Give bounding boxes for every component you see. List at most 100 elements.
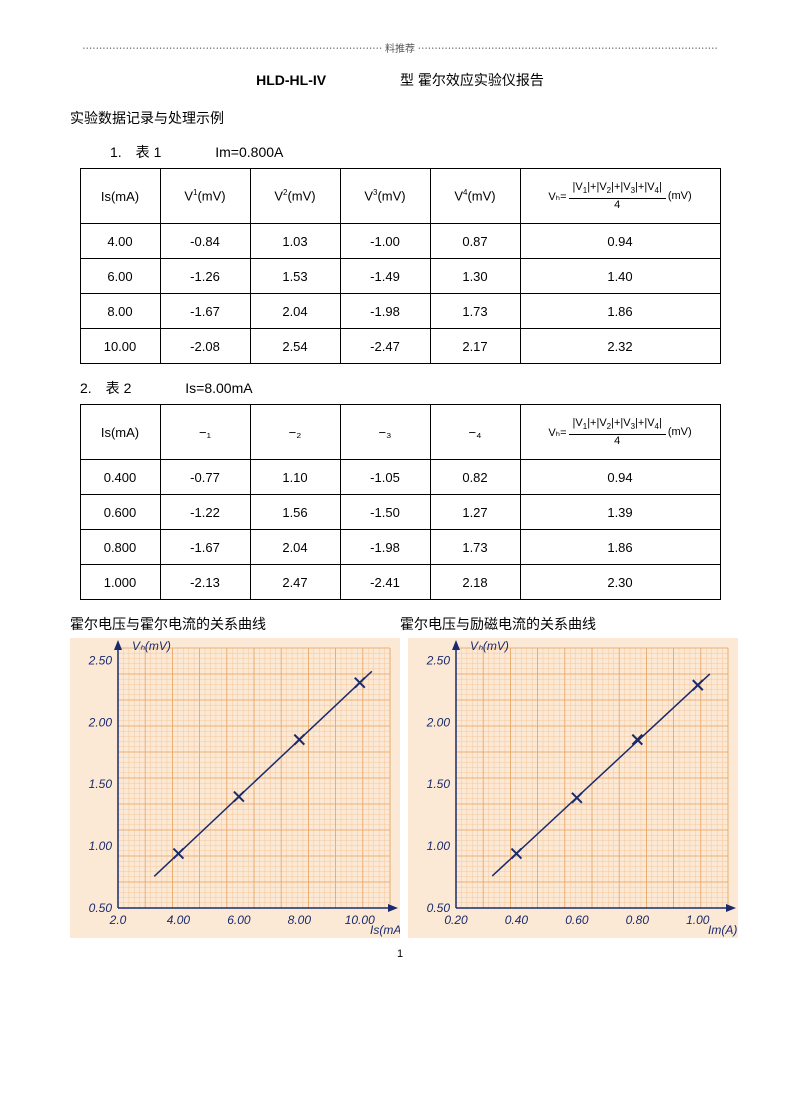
table-cell: -1.50: [340, 495, 430, 530]
table-cell: 1.30: [430, 259, 520, 294]
table-cell: 2.17: [430, 329, 520, 364]
table-cell: 2.30: [520, 565, 720, 600]
table-cell: 2.18: [430, 565, 520, 600]
chart-svg: 0.501.001.502.002.502.04.006.008.0010.00…: [70, 638, 400, 938]
svg-text:1.50: 1.50: [427, 777, 451, 791]
table1-num: 1. 表 1: [110, 144, 161, 160]
vh-label: Vₕ=: [548, 191, 566, 203]
svg-text:Vₕ(mV): Vₕ(mV): [470, 639, 509, 653]
table-cell: 2.04: [250, 530, 340, 565]
table-cell: 1.000: [80, 565, 160, 600]
t1-h6: Vₕ=|V1|+|V2|+|V3|+|V4|4(mV): [520, 169, 720, 224]
table-row: 10.00-2.082.54-2.472.172.32: [80, 329, 720, 364]
svg-text:2.0: 2.0: [109, 913, 127, 927]
table-cell: 0.94: [520, 224, 720, 259]
table-cell: -1.98: [340, 530, 430, 565]
chart1-caption: 霍尔电压与霍尔电流的关系曲线: [70, 614, 400, 634]
table-cell: 1.86: [520, 530, 720, 565]
header-dotline: ⋯⋯⋯⋯⋯⋯⋯⋯⋯⋯⋯⋯⋯⋯⋯⋯⋯⋯⋯⋯⋯⋯⋯⋯⋯⋯⋯⋯⋯⋯ 料推荐 ⋯⋯⋯⋯⋯…: [70, 40, 730, 55]
table-cell: 0.400: [80, 460, 160, 495]
t2-h3: −₂: [250, 405, 340, 460]
table-cell: 1.73: [430, 294, 520, 329]
table-cell: -1.67: [160, 530, 250, 565]
svg-text:2.00: 2.00: [88, 715, 113, 729]
table-cell: -1.22: [160, 495, 250, 530]
table-row: 0.800-1.672.04-1.981.731.86: [80, 530, 720, 565]
table-cell: 1.73: [430, 530, 520, 565]
svg-text:Is(mA): Is(mA): [370, 923, 400, 937]
table-cell: -2.13: [160, 565, 250, 600]
table-cell: 0.600: [80, 495, 160, 530]
t1-h1: Is(mA): [80, 169, 160, 224]
svg-text:1.00: 1.00: [89, 839, 113, 853]
table-row: 0.400-0.771.10-1.050.820.94: [80, 460, 720, 495]
t1-h4: V3(mV): [340, 169, 430, 224]
table-cell: -1.49: [340, 259, 430, 294]
table-cell: 2.04: [250, 294, 340, 329]
table-row: 6.00-1.261.53-1.491.301.40: [80, 259, 720, 294]
svg-text:0.20: 0.20: [444, 913, 468, 927]
table-cell: -1.05: [340, 460, 430, 495]
charts-row: 0.501.001.502.002.502.04.006.008.0010.00…: [70, 638, 730, 938]
table-cell: 1.86: [520, 294, 720, 329]
table-cell: -2.47: [340, 329, 430, 364]
table-cell: 0.800: [80, 530, 160, 565]
t2-h6: Vₕ=|V1|+|V2|+|V3|+|V4|4(mV): [520, 405, 720, 460]
t2-h1: Is(mA): [80, 405, 160, 460]
svg-text:Vₕ(mV): Vₕ(mV): [132, 639, 171, 653]
table-1: Is(mA) V1(mV) V2(mV) V3(mV) V4(mV) Vₕ=|V…: [80, 168, 721, 364]
t2-h2: −₁: [160, 405, 250, 460]
table-cell: 2.54: [250, 329, 340, 364]
table2-heading: 2. 表 2 Is=8.00mA: [80, 378, 730, 398]
title-model: HLD-HL-IV: [256, 72, 326, 88]
svg-text:6.00: 6.00: [227, 913, 251, 927]
table-cell: -0.77: [160, 460, 250, 495]
table-cell: -2.08: [160, 329, 250, 364]
svg-text:Im(A): Im(A): [708, 923, 737, 937]
formula-frac: |V1|+|V2|+|V3|+|V4|4: [569, 181, 666, 211]
svg-text:1.00: 1.00: [686, 913, 710, 927]
t1-h3: V2(mV): [250, 169, 340, 224]
table-cell: -1.00: [340, 224, 430, 259]
table-cell: -2.41: [340, 565, 430, 600]
formula-frac: |V1|+|V2|+|V3|+|V4|4: [569, 417, 666, 447]
svg-text:0.40: 0.40: [505, 913, 529, 927]
table-cell: 1.03: [250, 224, 340, 259]
svg-text:2.50: 2.50: [426, 653, 451, 667]
page-number: 1: [70, 948, 730, 960]
table-cell: -1.26: [160, 259, 250, 294]
svg-text:4.00: 4.00: [167, 913, 191, 927]
title-row: HLD-HL-IV 型 霍尔效应实验仪报告: [70, 70, 730, 90]
t2-h5: −₄: [430, 405, 520, 460]
subtitle: 实验数据记录与处理示例: [70, 108, 730, 128]
table-cell: 1.39: [520, 495, 720, 530]
table-cell: 0.94: [520, 460, 720, 495]
svg-text:0.60: 0.60: [565, 913, 589, 927]
vh-label: Vₕ=: [548, 427, 566, 439]
table-cell: 1.10: [250, 460, 340, 495]
table-cell: 1.53: [250, 259, 340, 294]
table-cell: -1.98: [340, 294, 430, 329]
table-cell: 6.00: [80, 259, 160, 294]
table-cell: 0.82: [430, 460, 520, 495]
table-row: 1.000-2.132.47-2.412.182.30: [80, 565, 720, 600]
t1-h2: V1(mV): [160, 169, 250, 224]
table-cell: 4.00: [80, 224, 160, 259]
table-cell: 1.27: [430, 495, 520, 530]
table-row: 4.00-0.841.03-1.000.870.94: [80, 224, 720, 259]
t1-h5: V4(mV): [430, 169, 520, 224]
table-cell: -1.67: [160, 294, 250, 329]
table2-cond: Is=8.00mA: [185, 380, 252, 396]
table-cell: 1.56: [250, 495, 340, 530]
table-cell: 0.87: [430, 224, 520, 259]
svg-text:1.00: 1.00: [427, 839, 451, 853]
table2-num: 2. 表 2: [80, 380, 131, 396]
chart-captions: 霍尔电压与霍尔电流的关系曲线 霍尔电压与励磁电流的关系曲线: [70, 614, 730, 634]
table-row: 8.00-1.672.04-1.981.731.86: [80, 294, 720, 329]
table-2: Is(mA) −₁ −₂ −₃ −₄ Vₕ=|V1|+|V2|+|V3|+|V4…: [80, 404, 721, 600]
title-text: 型 霍尔效应实验仪报告: [400, 72, 544, 88]
unit-mv: (mV): [668, 426, 692, 438]
chart-1: 0.501.001.502.002.502.04.006.008.0010.00…: [70, 638, 400, 938]
svg-text:8.00: 8.00: [288, 913, 312, 927]
table-cell: 1.40: [520, 259, 720, 294]
